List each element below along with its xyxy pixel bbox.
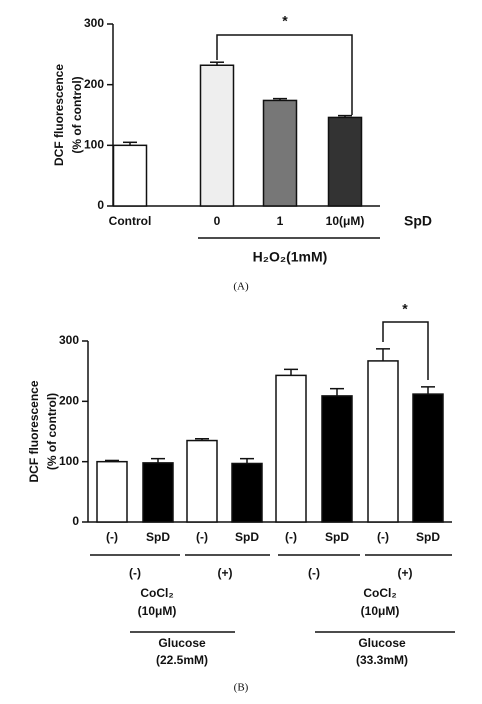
significance-label: *: [402, 301, 408, 317]
condition-label: (10μM): [138, 604, 177, 618]
bar: [112, 144, 148, 207]
bar: [186, 439, 218, 523]
glucose-label: (22.5mM): [156, 653, 208, 667]
cocl2-label: (-): [129, 566, 141, 580]
y-tick-label: 0: [72, 514, 79, 528]
cocl2-label: (+): [398, 566, 413, 580]
bar: [96, 460, 128, 523]
glucose-label: Glucose: [158, 636, 206, 650]
y-tick-label: 200: [59, 394, 79, 408]
bar: [412, 393, 444, 523]
y-axis-label: (% of control): [70, 76, 84, 153]
x-tick-label: 1: [277, 214, 284, 228]
x-tick-label: 10(μM): [326, 214, 365, 228]
bar: [327, 116, 363, 207]
condition-label: CoCl₂: [140, 586, 173, 600]
bar: [231, 462, 263, 523]
significance-label: *: [282, 13, 288, 29]
bar: [321, 395, 353, 523]
x-tick-label: SpD: [235, 530, 259, 544]
x-tick-label: (-): [196, 530, 208, 544]
axis-note: SpD: [404, 213, 432, 229]
y-tick-label: 200: [84, 77, 104, 91]
x-tick-label: (-): [285, 530, 297, 544]
bar: [275, 374, 307, 523]
x-tick-label: Control: [109, 214, 152, 228]
condition-label: (10μM): [361, 604, 400, 618]
glucose-label: (33.3mM): [356, 653, 408, 667]
x-tick-label: SpD: [416, 530, 440, 544]
significance-bracket: [382, 321, 429, 380]
y-tick-label: 300: [59, 333, 79, 347]
y-tick-label: 100: [84, 138, 104, 152]
bar: [367, 360, 399, 523]
y-tick-label: 100: [59, 454, 79, 468]
x-tick-label: (-): [377, 530, 389, 544]
y-tick-label: 300: [84, 16, 104, 30]
condition-label: CoCl₂: [363, 586, 396, 600]
cocl2-label: (-): [308, 566, 320, 580]
x-tick-label: SpD: [325, 530, 349, 544]
y-tick-label: 0: [97, 198, 104, 212]
y-axis-label: DCF fluorescence: [52, 64, 66, 166]
x-tick-label: (-): [106, 530, 118, 544]
caption: (B): [234, 682, 249, 694]
group-label: H₂O₂(1mM): [253, 249, 328, 265]
y-axis-label: (% of control): [45, 393, 59, 470]
caption: (A): [233, 281, 249, 293]
x-tick-label: SpD: [146, 530, 170, 544]
bar: [199, 64, 235, 207]
significance-bracket: [216, 34, 353, 115]
glucose-label: Glucose: [358, 636, 406, 650]
x-tick-label: 0: [214, 214, 221, 228]
cocl2-label: (+): [218, 566, 233, 580]
bar: [262, 99, 298, 207]
y-axis-label: DCF fluorescence: [27, 380, 41, 482]
bar: [142, 462, 174, 523]
